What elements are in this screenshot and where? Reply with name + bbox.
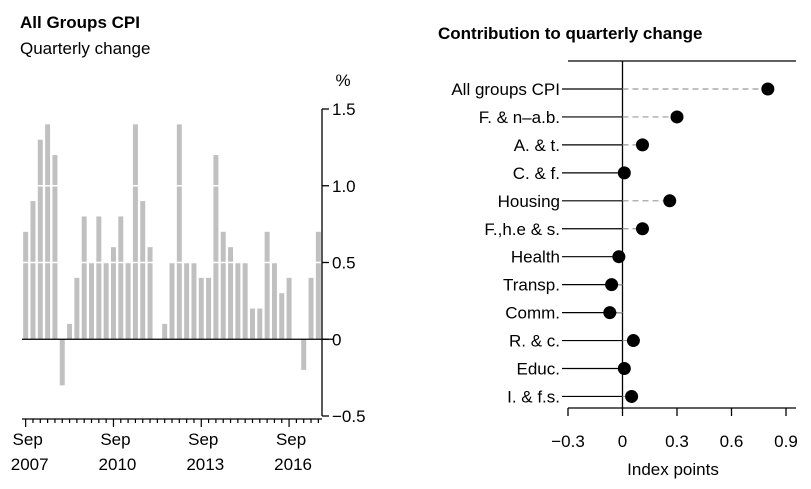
- right-dot: [625, 389, 639, 403]
- right-category-label: F. & n–a.b.: [479, 108, 560, 127]
- cpi-bar: [206, 277, 212, 340]
- left-y-tick-label: 1.0: [332, 177, 356, 196]
- right-category-label: A. & t.: [514, 136, 560, 155]
- cpi-bar: [67, 323, 73, 340]
- right-category-label: C. & f.: [513, 164, 560, 183]
- cpi-bar: [23, 231, 29, 340]
- left-y-tick-label: −0.5: [332, 407, 366, 426]
- cpi-bar: [140, 201, 146, 340]
- left-y-tick-label: 0.5: [332, 254, 356, 273]
- cpi-bar: [52, 155, 58, 340]
- left-chart-title: All Groups CPI: [20, 13, 140, 32]
- right-x-axis-label: Index points: [627, 460, 719, 479]
- right-x-tick-label: 0: [618, 432, 627, 451]
- left-x-tick-label-year: 2007: [11, 455, 49, 474]
- right-dots: All groups CPI F. & n–a.b. A. & t. C. & f. H…: [451, 80, 775, 406]
- right-x-tick-label: −0.3: [551, 432, 585, 451]
- cpi-bar: [257, 308, 263, 340]
- right-dot: [605, 278, 619, 292]
- cpi-bar: [213, 155, 219, 340]
- right-dot: [603, 306, 617, 320]
- right-dot: [617, 166, 631, 180]
- cpi-bar: [286, 277, 292, 340]
- cpi-bar: [301, 339, 307, 370]
- cpi-bar: [308, 277, 314, 340]
- cpi-bar: [30, 201, 36, 340]
- right-category-label: F.,h.e & s.: [484, 220, 560, 239]
- left-bars: [22, 108, 322, 386]
- cpi-bar: [103, 262, 109, 340]
- right-dot: [761, 82, 775, 96]
- cpi-bar: [45, 124, 51, 340]
- cpi-bar: [89, 262, 94, 340]
- right-x-tick-label: 0.3: [665, 432, 689, 451]
- cpi-bar: [81, 216, 87, 340]
- cpi-bar: [315, 231, 321, 340]
- right-dot: [663, 194, 677, 208]
- right-category-label: Housing: [498, 192, 560, 211]
- left-x-tick-label-year: 2013: [186, 455, 224, 474]
- right-dot: [626, 334, 640, 348]
- cpi-bar: [198, 277, 204, 340]
- cpi-bar: [74, 277, 80, 340]
- left-x-tick-label-month: Sep: [188, 430, 218, 449]
- left-axes: −0.5 0 0.5 1.0 1.5 Sep 2007 Sep 2010 Sep 2013 Sep 20…: [11, 100, 366, 474]
- right-category-label: Educ.: [517, 360, 560, 379]
- cpi-bar: [184, 262, 190, 340]
- right-category-label: I. & f.s.: [507, 387, 560, 406]
- cpi-bar: [176, 124, 182, 340]
- cpi-bar: [125, 262, 131, 340]
- cpi-bar: [169, 262, 175, 340]
- right-chart-title: Contribution to quarterly change: [438, 24, 702, 43]
- cpi-bar: [59, 339, 65, 386]
- right-x-tick-label: 0.6: [720, 432, 744, 451]
- cpi-bar: [220, 231, 226, 340]
- right-category-label: Comm.: [505, 304, 560, 323]
- cpi-bar: [37, 139, 43, 340]
- right-category-label: All groups CPI: [451, 80, 560, 99]
- right-dot: [612, 250, 626, 264]
- cpi-bar: [147, 247, 153, 340]
- cpi-bar: [250, 308, 255, 340]
- left-x-tick-label-month: Sep: [276, 430, 306, 449]
- cpi-bar: [110, 247, 116, 340]
- right-dot: [617, 362, 631, 375]
- cpi-bar: [279, 293, 285, 340]
- right-category-label: R. & c.: [509, 332, 560, 351]
- right-frame: −0.3 0 0.3 0.6 0.9: [551, 60, 798, 451]
- right-category-label: Health: [511, 248, 560, 267]
- left-x-tick-label-month: Sep: [100, 430, 130, 449]
- cpi-bar: [162, 323, 168, 340]
- cpi-bar: [132, 124, 138, 340]
- left-y-tick-label: 1.5: [332, 100, 356, 119]
- cpi-bar: [264, 231, 270, 340]
- right-dot: [635, 138, 649, 152]
- cpi-bar: [191, 262, 197, 340]
- left-y-unit: %: [335, 71, 350, 90]
- left-x-tick-label-year: 2010: [99, 455, 137, 474]
- cpi-bar: [235, 262, 241, 340]
- left-chart-subtitle: Quarterly change: [20, 39, 150, 58]
- cpi-bar: [271, 262, 277, 340]
- cpi-bar: [96, 216, 102, 340]
- left-x-tick-label-month: Sep: [13, 430, 43, 449]
- left-y-tick-label: 0: [332, 330, 341, 349]
- right-dot: [670, 110, 684, 124]
- right-dot: [635, 222, 649, 236]
- cpi-bar: [118, 216, 124, 340]
- left-x-tick-label-year: 2016: [274, 455, 312, 474]
- cpi-quarterly-change-panel: All Groups CPI Quarterly change % −0.5 0 0…: [11, 13, 366, 474]
- cpi-bar: [228, 247, 234, 340]
- contribution-panel: Contribution to quarterly change −0.3 0 0.…: [438, 24, 798, 479]
- right-x-tick-label: 0.9: [774, 432, 798, 451]
- cpi-bar: [242, 262, 248, 340]
- right-category-label: Transp.: [503, 276, 560, 295]
